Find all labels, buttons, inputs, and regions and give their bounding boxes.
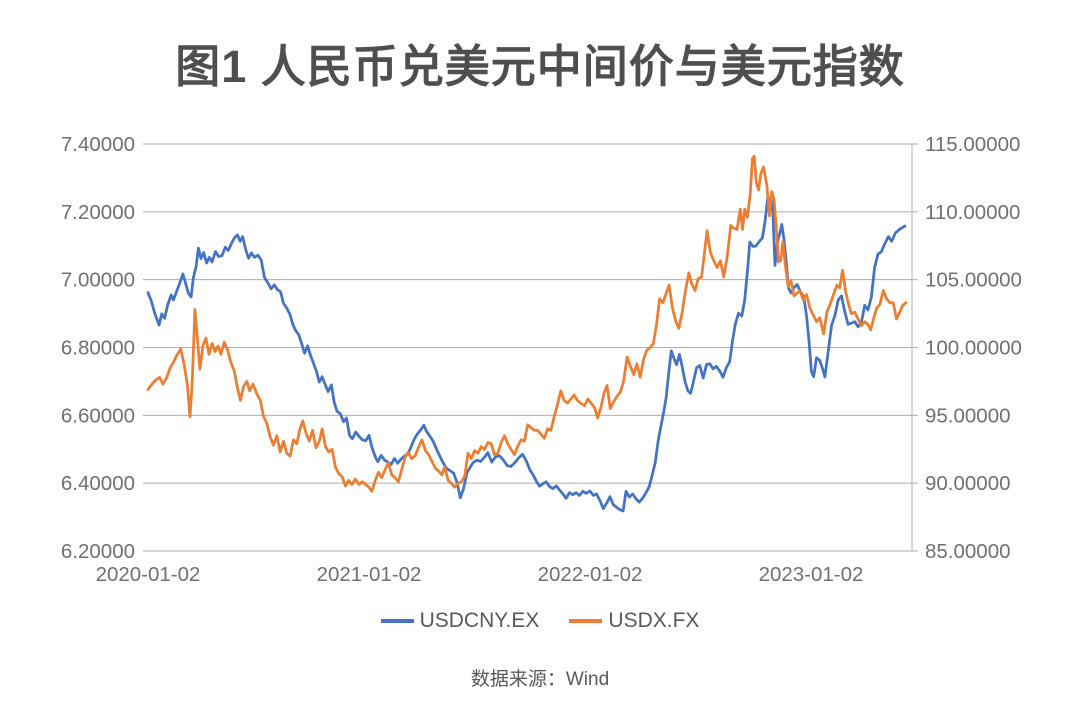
- left-axis-tick-label: 6.60000: [61, 404, 135, 427]
- data-source-note: 数据来源：Wind: [470, 669, 610, 690]
- left-axis-tick-label: 6.20000: [61, 540, 135, 563]
- x-axis-tick-label: 2021-01-02: [317, 563, 422, 586]
- chart-legend: USDCNY.EX USDX.FX: [0, 609, 1080, 633]
- right-axis-tick-label: 85.00000: [925, 540, 1011, 563]
- legend-item-usdcny: USDCNY.EX: [380, 609, 540, 633]
- right-axis-tick-label: 100.00000: [925, 337, 1022, 360]
- left-axis-tick-label: 6.80000: [61, 337, 135, 360]
- right-axis-tick-label: 110.00000: [925, 201, 1020, 224]
- left-axis-tick-label: 7.40000: [61, 133, 135, 156]
- usdcny-ex-line: [146, 194, 907, 513]
- chart-title: 图1 人民币兑美元中间价与美元指数: [175, 41, 905, 92]
- left-axis-tick-label: 7.00000: [61, 269, 135, 292]
- x-axis-tick-label: 2023-01-02: [759, 563, 864, 586]
- legend-label-usdcny: USDCNY.EX: [419, 609, 540, 632]
- left-axis-tick-label: 6.40000: [61, 472, 135, 495]
- right-axis-tick-label: 115.00000: [925, 133, 1020, 156]
- legend-marker-usdx: [569, 619, 603, 623]
- x-axis-tick-label: 2022-01-02: [538, 563, 643, 586]
- legend-label-usdx: USDX.FX: [608, 609, 700, 632]
- usdx-fx-line: [146, 154, 908, 493]
- legend-marker-usdcny: [380, 619, 414, 623]
- right-axis-tick-label: 95.00000: [925, 404, 1011, 427]
- right-axis-tick-label: 105.00000: [925, 269, 1022, 292]
- right-axis-tick-label: 90.00000: [925, 472, 1011, 495]
- legend-item-usdx: USDX.FX: [569, 609, 699, 633]
- x-axis-tick-label: 2020-01-02: [96, 563, 201, 586]
- left-axis-tick-label: 7.20000: [61, 201, 135, 224]
